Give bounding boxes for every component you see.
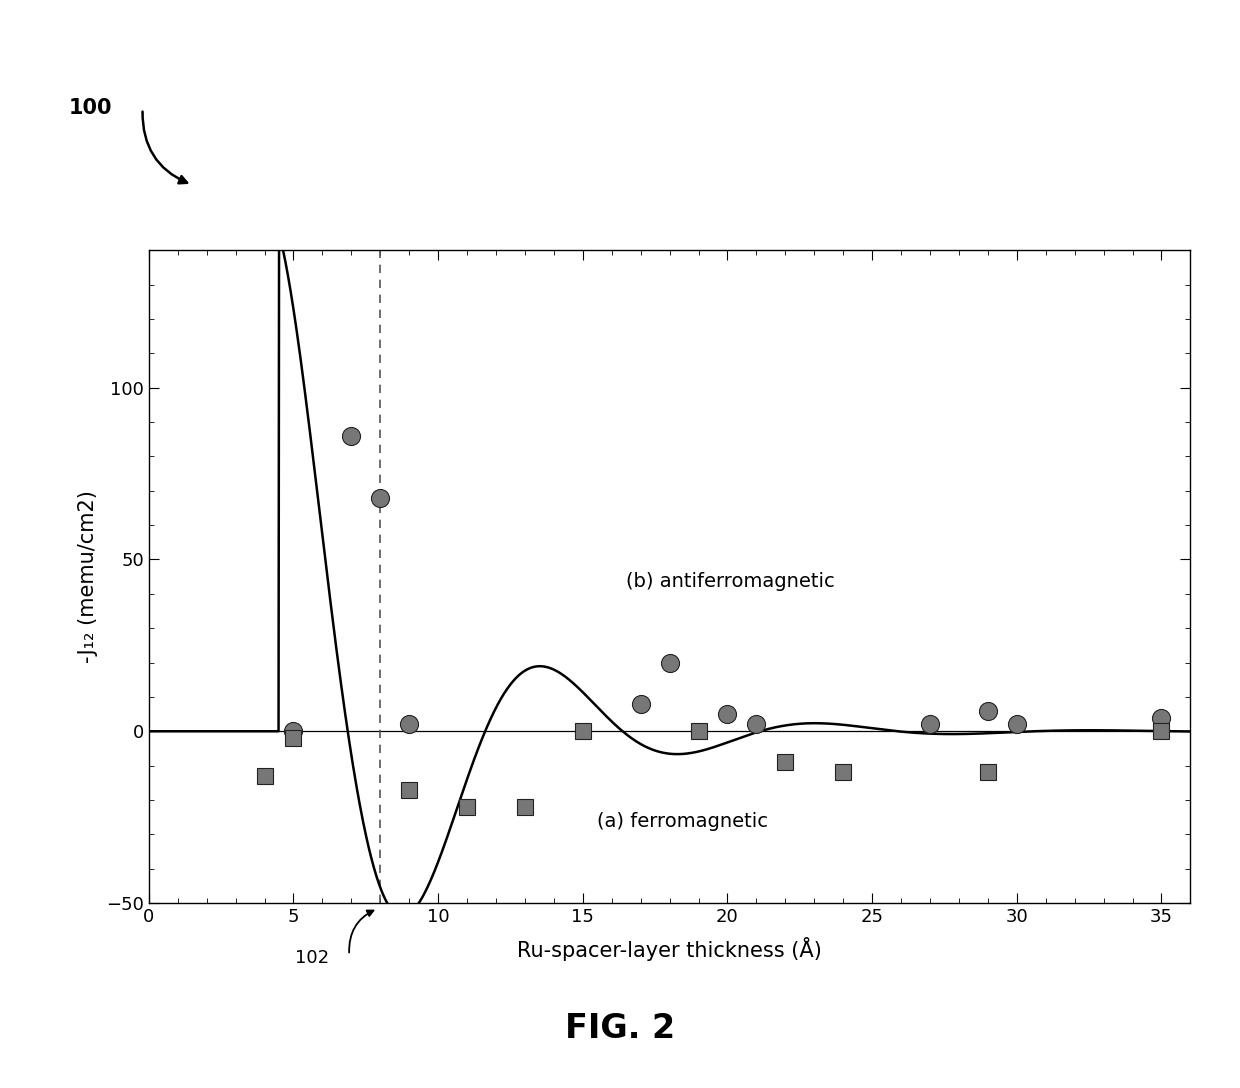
Text: 100: 100 [68, 98, 112, 119]
Text: FIG. 2: FIG. 2 [565, 1012, 675, 1044]
Text: (a) ferromagnetic: (a) ferromagnetic [598, 813, 769, 831]
Text: 102: 102 [295, 949, 329, 967]
Y-axis label: -J₁₂ (memu/cm2): -J₁₂ (memu/cm2) [78, 491, 98, 663]
X-axis label: Ru-spacer-layer thickness (Å): Ru-spacer-layer thickness (Å) [517, 937, 822, 961]
Text: (b) antiferromagnetic: (b) antiferromagnetic [626, 572, 835, 591]
